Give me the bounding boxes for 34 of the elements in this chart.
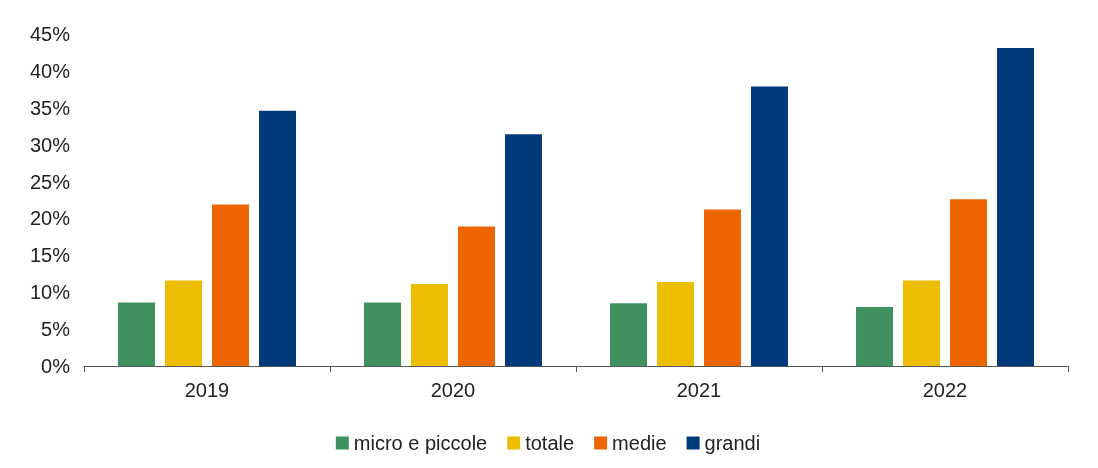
bar [118,302,156,366]
x-tick-label: 2021 [676,379,722,401]
y-tick-label: 20% [29,207,71,230]
bar [364,302,402,366]
bar [504,134,542,366]
bar [657,281,695,366]
x-tick-label: 2019 [184,379,230,401]
y-tick-label: 25% [29,170,71,193]
y-tick-label: 40% [29,59,71,82]
bar [750,86,788,366]
y-tick-label: 10% [29,281,71,304]
bar [996,48,1034,366]
bar [165,280,203,366]
bar [258,110,296,366]
y-tick-label: 15% [29,244,71,267]
bar [856,306,894,366]
x-tick-label: 2022 [922,379,968,401]
y-tick-label: 45% [29,23,71,45]
bar [212,204,249,366]
x-tick-label: 2020 [430,379,476,401]
y-tick-label: 5% [41,318,71,341]
y-tick-label: 0% [41,355,71,377]
bar [903,280,941,366]
bar [610,303,648,366]
bar [458,226,495,366]
legend-label: micro e piccole [353,432,488,454]
bar [704,209,741,366]
bar [950,199,987,366]
y-tick-label: 35% [29,96,71,119]
legend-label: grandi [704,432,761,454]
y-tick-label: 30% [29,133,71,156]
legend-label: medie [612,432,667,454]
bar [411,284,449,366]
legend-label: totale [525,432,575,454]
